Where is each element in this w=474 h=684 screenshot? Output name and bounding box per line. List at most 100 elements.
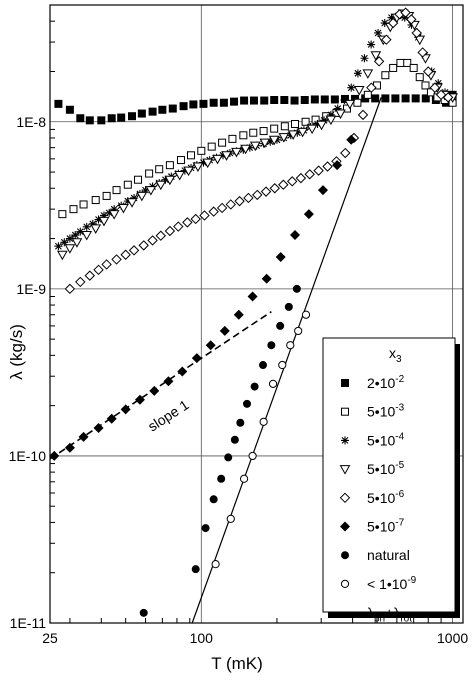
data-point-square-filled: [371, 94, 380, 103]
data-point-circle-open: [278, 360, 287, 370]
annotation-slope-1: slope 1: [145, 396, 192, 434]
data-point-diamond-filled: [219, 325, 230, 336]
data-point-diamond-filled: [233, 309, 244, 320]
legend-marker-diamond-filled: [340, 521, 350, 532]
series-circle-open: [211, 310, 311, 569]
data-point-triangle-down-open: [278, 133, 290, 143]
data-point-diamond-open: [234, 195, 245, 207]
data-point-triangle-down-open: [192, 162, 204, 173]
legend: x3 2•10-2 5•10-3 5•10-4 5•10-5 5•10-6 5•10-7 n…: [322, 337, 460, 625]
data-point-square-open: [415, 73, 424, 82]
data-point-star: [400, 13, 409, 22]
x-tick-label: 1000: [437, 630, 468, 646]
data-point-diamond-open: [322, 161, 333, 172]
data-point-diamond-open: [260, 186, 272, 197]
data-point-diamond-open: [411, 27, 422, 39]
data-point-circle-filled: [258, 361, 267, 370]
data-point-diamond-filled: [247, 291, 258, 302]
data-point-square-open: [259, 127, 268, 136]
data-point-star: [387, 13, 396, 22]
data-point-diamond-open: [381, 34, 392, 45]
data-point-diamond-open: [423, 66, 434, 77]
data-point-diamond-open: [357, 109, 369, 121]
data-point-square-filled: [240, 96, 249, 105]
data-point-circle-open: [239, 474, 249, 483]
data-point-diamond-open: [147, 235, 158, 246]
data-point-diamond-open: [340, 147, 351, 159]
data-point-square-filled: [107, 114, 116, 123]
data-point-square-open: [280, 122, 289, 131]
data-point-star: [94, 215, 103, 224]
data-point-square-open: [301, 117, 310, 126]
data-point-square-filled: [320, 95, 329, 104]
data-point-triangle-down-open: [370, 51, 382, 61]
data-point-diamond-filled: [134, 394, 145, 405]
data-point-star: [82, 222, 91, 231]
data-point-triangle-down-open: [164, 175, 176, 186]
data-point-square-filled: [260, 96, 269, 105]
data-point-star: [347, 83, 356, 92]
data-point-circle-filled: [250, 382, 259, 391]
legend-label: 2•10-2: [367, 374, 405, 391]
data-point-triangle-down-open: [344, 99, 356, 110]
data-point-square-filled: [76, 114, 85, 123]
data-point-triangle-down-open: [98, 216, 110, 227]
data-point-diamond-open: [190, 213, 201, 225]
data-point-square-filled: [158, 105, 167, 114]
data-point-circle-filled: [242, 399, 251, 408]
legend-marker-square-open: [341, 407, 349, 416]
data-point-diamond-open: [417, 47, 428, 58]
data-point-triangle-down-open: [414, 35, 426, 46]
data-point-diamond-open: [138, 240, 149, 251]
data-point-square-open: [353, 98, 362, 107]
data-points: [49, 7, 458, 617]
data-point-star: [123, 197, 132, 206]
data-point-square-filled: [189, 100, 198, 109]
data-point-square-open: [218, 138, 227, 147]
data-point-diamond-open: [84, 270, 96, 281]
data-point-square-open: [311, 115, 320, 124]
data-point-triangle-down-open: [90, 224, 102, 234]
data-point-diamond-filled: [120, 404, 131, 415]
y-tick-label: 1E-9: [16, 281, 46, 297]
data-point-square-open: [145, 169, 154, 178]
legend-marker-star: [341, 436, 349, 445]
data-point-diamond-open: [442, 92, 454, 103]
data-point-square-open: [58, 210, 67, 219]
fit-lines: [49, 97, 382, 624]
data-point-triangle-down-open: [287, 130, 299, 140]
data-point-triangle-down-open: [335, 109, 346, 120]
legend-marker-triangle-down-open: [339, 465, 351, 475]
data-point-star: [380, 19, 389, 28]
data-point-square-filled: [54, 99, 63, 108]
data-point-diamond-open: [199, 210, 210, 221]
data-point-diamond-filled: [303, 209, 314, 220]
data-point-square-open: [91, 196, 100, 205]
data-point-square-open: [389, 63, 398, 72]
data-point-diamond-open: [269, 183, 280, 194]
data-point-diamond-open: [182, 217, 193, 228]
x-axis-label: T (mK): [211, 654, 263, 673]
data-point-circle-filled: [224, 453, 233, 462]
data-point-diamond-filled: [318, 185, 329, 196]
legend-label: 5•10-3: [367, 403, 405, 420]
data-point-square-open: [187, 151, 196, 160]
data-point-square-open: [396, 58, 405, 67]
data-point-diamond-filled: [106, 413, 117, 424]
series-square-filled: [54, 90, 457, 125]
data-point-triangle-down-open: [306, 124, 318, 135]
data-point-star: [110, 205, 119, 214]
legend-entry: 5•10-7: [340, 518, 405, 535]
data-point-triangle-down-open: [145, 186, 157, 196]
legend-entries: 2•10-2 5•10-3 5•10-4 5•10-5 5•10-6 5•10-7 natu…: [329, 374, 417, 625]
data-point-star: [374, 28, 383, 37]
data-point-diamond-open: [155, 230, 167, 241]
data-point-square-open: [249, 128, 258, 137]
data-point-square-filled: [270, 96, 279, 105]
series-diamond-open: [64, 7, 454, 295]
data-point-circle-filled: [230, 435, 239, 444]
data-point-diamond-filled: [177, 366, 188, 377]
data-point-diamond-open: [373, 56, 385, 67]
data-point-star: [360, 54, 369, 63]
data-point-diamond-filled: [78, 431, 89, 442]
